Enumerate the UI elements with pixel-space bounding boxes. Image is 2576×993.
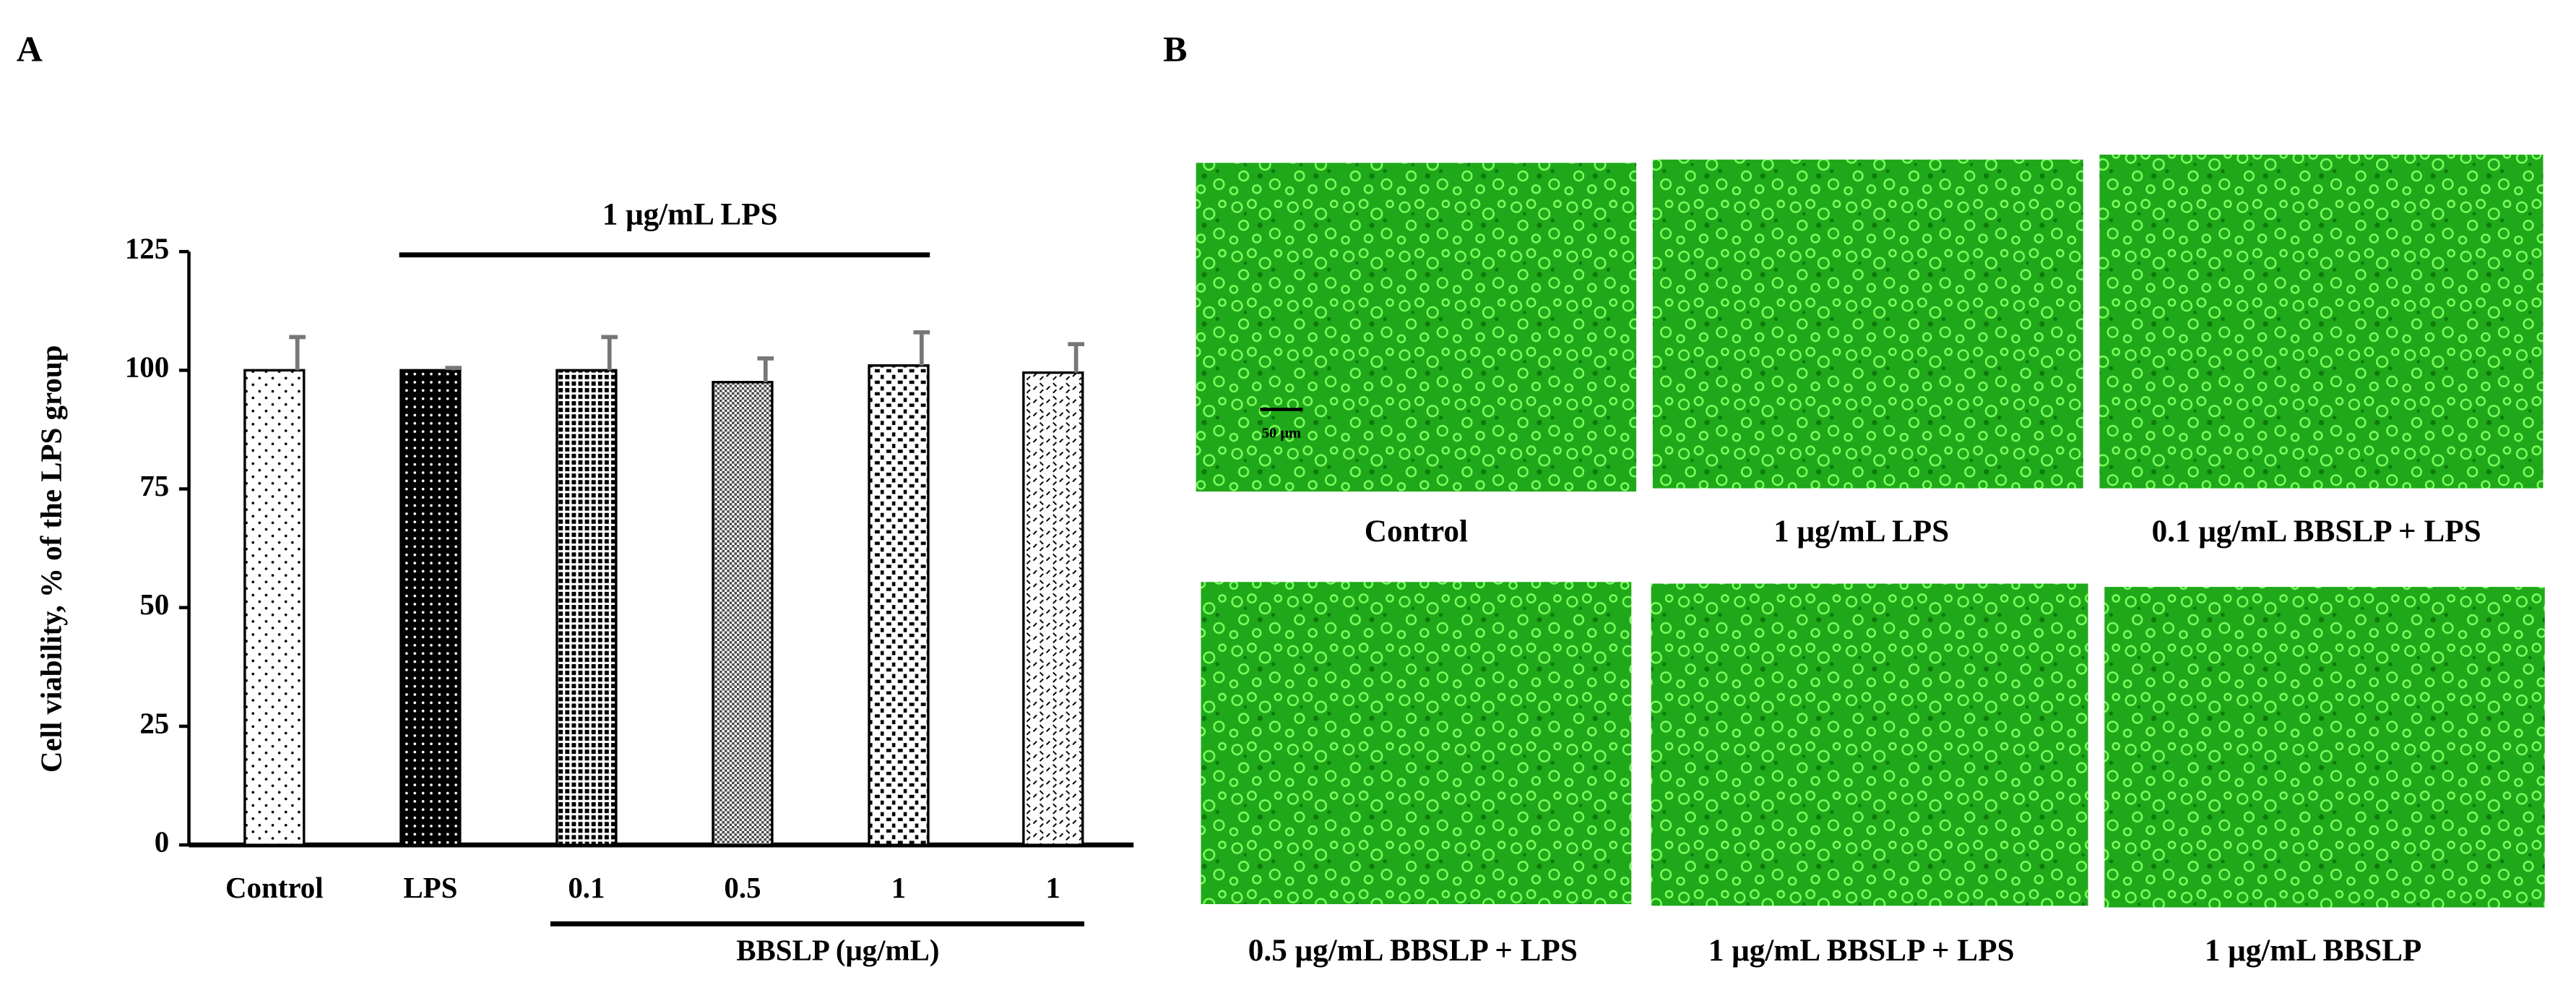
annotation: 1 μg/mL LPS	[602, 197, 778, 231]
y-tick-label: 75	[139, 470, 169, 502]
x-tick-label: Control	[225, 872, 324, 904]
bar	[868, 364, 930, 846]
y-tick-label: 0	[155, 826, 169, 859]
error-bar	[289, 335, 306, 371]
panel-label: A	[17, 28, 43, 69]
caption: 1 μg/mL LPS	[1773, 514, 1949, 549]
scale-bar-label: 50 μm	[1262, 425, 1301, 441]
micrograph	[1201, 582, 1632, 905]
y-tick-label: 50	[139, 588, 169, 621]
caption: 1 μg/mL BBSLP + LPS	[1708, 933, 2015, 968]
caption: 0.1 μg/mL BBSLP + LPS	[2152, 514, 2481, 549]
error-bar	[601, 335, 618, 371]
micrograph	[2104, 587, 2545, 908]
bar	[1022, 371, 1084, 846]
x-tick-label: 0.1	[568, 872, 605, 904]
micrograph	[1651, 583, 2088, 906]
error-bar	[445, 366, 462, 371]
error-bar	[757, 356, 774, 382]
error-bar	[1068, 342, 1084, 373]
bar	[399, 369, 462, 846]
caption: Control	[1365, 514, 1468, 549]
annotation: BBSLP (μg/mL)	[736, 934, 939, 967]
micrographs: Control 1 μg/mL LPS 0.1 μg/mL BBSLP + LPS 0…	[1196, 154, 2545, 968]
micrograph	[1652, 159, 2083, 489]
micrograph	[1196, 163, 1637, 492]
bar	[243, 369, 306, 846]
y-tick-label: 25	[139, 707, 169, 739]
y-tick-label: 100	[125, 351, 169, 384]
x-tick-label: LPS	[403, 872, 457, 904]
x-tick-label: 1	[1046, 872, 1060, 904]
y-tick-label: 125	[125, 233, 169, 265]
chart: 0 25 50 75 100 125 Control LPS 0.1 0.5 1 1	[125, 233, 1134, 904]
panel-label: B	[1163, 28, 1187, 69]
x-tick-label: 0.5	[724, 872, 761, 904]
micrograph	[2099, 154, 2543, 489]
bar	[556, 369, 618, 846]
x-tick-label: 1	[891, 872, 906, 904]
bar	[712, 381, 774, 846]
caption: 0.5 μg/mL BBSLP + LPS	[1248, 933, 1578, 968]
caption: 1 μg/mL BBSLP	[2205, 933, 2422, 968]
error-bar	[913, 330, 930, 366]
y-axis-label: Cell viability, % of the LPS group	[35, 345, 67, 773]
